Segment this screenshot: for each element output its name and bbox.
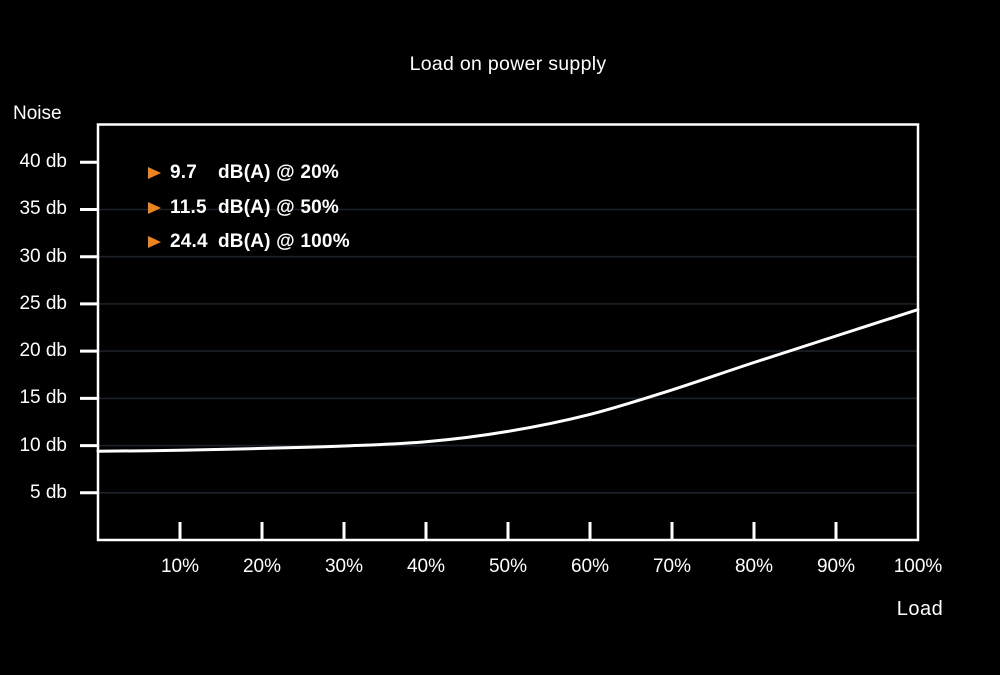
y-tick-label: 20 db [19, 340, 67, 362]
y-tick-label: 5 db [30, 481, 67, 503]
x-tick-label: 80% [734, 556, 774, 577]
x-axis-label: Load [896, 598, 944, 620]
x-tick-label: 90% [816, 556, 856, 577]
x-tick-label: 70% [652, 556, 692, 577]
x-tick-label: 100% [893, 556, 943, 577]
y-tick-label: 35 db [19, 198, 67, 220]
legend-value: 9.7 [170, 162, 198, 184]
y-tick-label: 40 db [19, 151, 67, 173]
x-tick-label: 20% [242, 556, 282, 577]
right-triangle-icon [148, 235, 161, 248]
legend-label: dB(A) @ 50% [218, 196, 340, 218]
y-tick-label: 25 db [19, 292, 67, 314]
legend-row: 9.7 dB(A) @ 20% [148, 156, 350, 190]
chart-title: Load on power supply [409, 53, 607, 75]
right-triangle-icon [148, 167, 161, 180]
plot-border [96, 123, 920, 542]
x-tick-label: 40% [406, 556, 446, 577]
legend-value: 24.4 [170, 230, 208, 252]
legend-label: dB(A) @ 100% [218, 230, 350, 252]
legend-label: dB(A) @ 20% [218, 162, 340, 184]
y-axis-label: Noise [13, 103, 62, 124]
x-tick-label: 60% [570, 556, 610, 577]
x-tick-label: 30% [324, 556, 364, 577]
legend-value: 11.5 [170, 196, 207, 218]
legend-row: 11.5 dB(A) @ 50% [148, 190, 350, 224]
y-tick-label: 10 db [19, 434, 67, 456]
noise-curve [96, 308, 920, 453]
legend-row: 24.4 dB(A) @ 100% [148, 225, 350, 259]
right-triangle-icon [148, 201, 161, 214]
legend: 9.7 dB(A) @ 20% 11.5 dB(A) @ 50% 24.4 dB(A) @… [148, 156, 350, 259]
y-tick-label: 30 db [19, 245, 67, 267]
y-tick-label: 15 db [19, 387, 67, 409]
x-tick-label: 50% [488, 556, 528, 577]
x-tick-label: 10% [160, 556, 200, 577]
